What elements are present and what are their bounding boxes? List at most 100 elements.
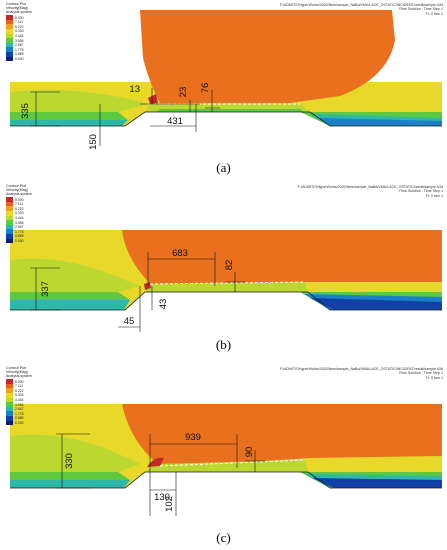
legend-entry: 6.222 (6, 388, 46, 394)
legend-value: 0.889 (15, 52, 24, 57)
legend-title-line: Analysis system (6, 374, 32, 379)
legend-entry: 6.222 (6, 206, 46, 212)
legend-title-line: Analysis system (6, 192, 32, 197)
dim-left-c: 130 (154, 492, 170, 503)
legend-value: 5.333 (15, 393, 24, 398)
legend-entry: 4.444 (6, 215, 46, 221)
legend-swatch (6, 234, 13, 239)
legend-swatch (6, 388, 13, 394)
dim-gap-height-b: 337 (40, 281, 51, 297)
legend-swatch (6, 33, 13, 39)
legend-swatch (6, 379, 13, 384)
dim-bottom-c: 102 (164, 496, 175, 512)
legend-swatch (6, 220, 13, 225)
legend-value: 0.889 (15, 416, 24, 421)
legend-title-line: Contour Plot (6, 2, 26, 6)
contour-plot-a: 335 13 431 23 76 150 (10, 10, 442, 150)
info-line: Fr: 0 fam 1 (425, 375, 443, 380)
legend-value: 1.778 (15, 411, 24, 416)
legend-entry: 3.556 (6, 38, 46, 43)
info-line: F:/ADMIT/OHyperWorks/2020/New/sample_NaB… (297, 185, 443, 189)
info-line: Flow Solution : Time Step 1 (399, 371, 443, 376)
legend-entry: 2.667 (6, 406, 46, 412)
legend-value: 3.556 (15, 38, 24, 43)
legend-swatch (6, 215, 13, 221)
info-c: F:/ADMIT/OHyperWorks/2020/New/sample_NaB… (193, 367, 443, 380)
legend-entry: 5.333 (6, 393, 46, 398)
legend-entry: 5.333 (6, 29, 46, 34)
legend-swatch (6, 229, 13, 235)
contour-plot-b: 337 683 82 45 43 (10, 230, 442, 332)
legend-swatch (6, 397, 13, 403)
legend-entry: 2.667 (6, 42, 46, 48)
dim-step-b-a: 76 (200, 83, 211, 94)
dim-step-c: 90 (244, 447, 255, 458)
legend-value: 4.444 (15, 215, 24, 220)
legend-entry: 7.111 (6, 19, 46, 25)
legend-swatch (6, 238, 13, 244)
legend-value: 4.444 (15, 33, 24, 38)
legend-swatch (6, 38, 13, 43)
dim-step-b: 82 (224, 260, 235, 271)
legend-entry: 3.556 (6, 220, 46, 225)
legend-value: 8.000 (15, 15, 24, 20)
legend-value: 4.444 (15, 397, 24, 402)
legend-title-line: Analysis system (6, 10, 32, 15)
info-line: F:/ADMIT/OHyperWorks/2020/New/sample_NaB… (279, 367, 443, 371)
dim-bottom-a: 150 (88, 134, 99, 150)
legend-entry: 7.111 (6, 201, 46, 207)
legend-c: Contour Plot Velocity(Mag) Analysis syst… (6, 366, 46, 426)
contour-plot-c: 330 939 90 130 102 (10, 404, 442, 516)
legend-entry: 8.000 (6, 197, 46, 202)
info-line: F:/ADMIT/OHyperWorks/2020/New/sample_NaB… (279, 3, 443, 7)
legend-swatch (6, 19, 13, 25)
legend-swatch (6, 402, 13, 407)
legend-value: 3.556 (15, 402, 24, 407)
panel-label-a: (a) (216, 160, 231, 175)
panel-a: 335 13 431 23 76 150 Contour Plot Veloci… (0, 0, 447, 178)
panel-b: 337 683 82 45 43 Contour Plot Velocity(M… (0, 182, 447, 360)
legend-swatch (6, 15, 13, 20)
legend-entry: 8.000 (6, 15, 46, 20)
legend-value: 1.778 (15, 229, 24, 234)
legend-entry: 0.000 (6, 420, 46, 426)
legend-entry: 0.889 (6, 416, 46, 421)
dim-vertical-up-a: 13 (129, 84, 140, 95)
legend-title-line: Contour Plot (6, 366, 26, 370)
info-line: Flow Solution : Time Step 1 (399, 7, 443, 12)
legend-swatch (6, 383, 13, 389)
panel-c: 330 939 90 130 102 Contour Plot Velocity… (0, 364, 447, 545)
legend-swatch (6, 47, 13, 53)
legend-value: 8.000 (15, 379, 24, 384)
legend-value: 6.222 (15, 206, 24, 211)
legend-value: 6.222 (15, 24, 24, 29)
legend-swatch (6, 416, 13, 421)
legend-entry: 8.000 (6, 379, 46, 384)
dim-length-c: 939 (185, 432, 201, 443)
legend-entry: 0.000 (6, 238, 46, 244)
dim-distance-a: 431 (167, 116, 183, 127)
legend-entry: 7.111 (6, 383, 46, 389)
legend-entry: 4.444 (6, 397, 46, 403)
legend-value: 0.000 (15, 238, 24, 243)
legend-swatch (6, 211, 13, 216)
legend-value: 0.000 (15, 56, 24, 61)
legend-value: 7.111 (15, 384, 23, 389)
legend-swatch (6, 411, 13, 417)
legend-entry: 6.222 (6, 24, 46, 30)
legend-title-line: Contour Plot (6, 184, 26, 188)
legend-title-line: Velocity(Mag) (6, 6, 28, 11)
dim-gap-height-c: 330 (64, 453, 75, 469)
legend-entry: 4.444 (6, 33, 46, 39)
legend-entry: 1.778 (6, 229, 46, 235)
legend-swatch (6, 224, 13, 230)
legend-swatch (6, 197, 13, 202)
dim-left-b: 45 (124, 316, 135, 327)
legend-swatch (6, 52, 13, 57)
legend-swatch (6, 201, 13, 207)
panel-label-b: (b) (215, 337, 232, 352)
legend-swatch (6, 206, 13, 212)
info-line: Fr: 0 fam 1 (425, 193, 443, 198)
legend-title-line: Velocity(Mag) (6, 370, 28, 375)
legend-value: 7.111 (15, 202, 23, 207)
